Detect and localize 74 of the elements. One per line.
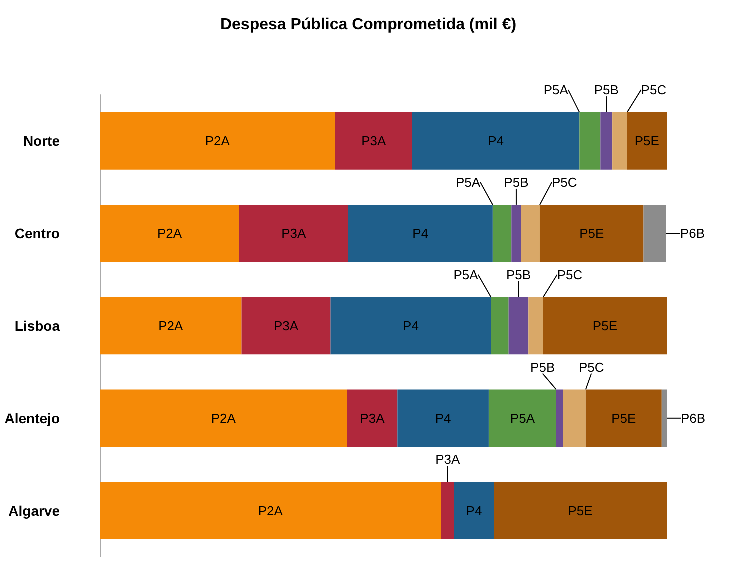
text: P5B bbox=[504, 174, 529, 190]
bar bbox=[100, 297, 242, 355]
bar bbox=[528, 297, 544, 355]
bar bbox=[100, 204, 240, 262]
series-label: P5A bbox=[454, 267, 479, 282]
bar bbox=[600, 112, 613, 170]
y-tick-label: Lisboa bbox=[14, 318, 60, 334]
bar bbox=[100, 390, 348, 448]
bar bbox=[644, 204, 666, 262]
text: P5B bbox=[506, 267, 532, 282]
text: P2A bbox=[258, 503, 283, 518]
bar bbox=[454, 482, 494, 540]
text: P5C bbox=[552, 174, 578, 190]
bar bbox=[580, 112, 601, 170]
bar bbox=[441, 482, 454, 540]
bar bbox=[543, 297, 667, 355]
series-label: P5C bbox=[578, 360, 604, 375]
series-label: P4 bbox=[466, 503, 482, 518]
chart-title: Despesa Pública Comprometida (mil €) bbox=[220, 16, 517, 34]
text: P5A bbox=[510, 410, 535, 426]
y-tick-label: Alentejo bbox=[4, 410, 60, 426]
bar bbox=[586, 390, 662, 448]
bar bbox=[330, 297, 492, 355]
y-tick-label: Algarve bbox=[8, 502, 60, 519]
bar bbox=[492, 204, 512, 262]
series-label: P2A bbox=[205, 134, 230, 149]
bar bbox=[494, 482, 667, 540]
bar bbox=[563, 390, 586, 448]
text: P4 bbox=[403, 318, 419, 334]
text: P5C bbox=[557, 267, 583, 282]
text: P5E bbox=[592, 318, 618, 334]
y-tick-label: Centro bbox=[14, 226, 60, 242]
bar bbox=[627, 112, 667, 170]
bar bbox=[488, 390, 556, 448]
bar bbox=[662, 390, 667, 448]
bar bbox=[540, 204, 644, 262]
series-label: P3A bbox=[360, 410, 386, 426]
y-tick-label: Norte bbox=[23, 133, 60, 150]
text: P4 bbox=[435, 410, 452, 426]
bar bbox=[612, 112, 628, 170]
text: P4 bbox=[488, 134, 504, 149]
text: P2A bbox=[211, 410, 236, 426]
text: P5E bbox=[612, 410, 636, 426]
text: P5C bbox=[641, 82, 667, 98]
text: P4 bbox=[412, 226, 429, 242]
bar bbox=[512, 204, 522, 262]
text: P3A bbox=[274, 318, 299, 334]
bar bbox=[335, 112, 412, 170]
series-label: P6B bbox=[680, 226, 706, 242]
bar bbox=[412, 112, 580, 170]
bar bbox=[242, 297, 331, 355]
bar bbox=[556, 390, 564, 448]
text: P2A bbox=[158, 318, 184, 334]
bar bbox=[100, 482, 442, 540]
series-label: P5E bbox=[634, 134, 660, 149]
text: P3A bbox=[436, 452, 460, 468]
text: P3A bbox=[282, 226, 306, 242]
text: P3A bbox=[362, 134, 386, 149]
bar bbox=[347, 390, 398, 448]
text: P5A bbox=[456, 174, 481, 190]
bar bbox=[491, 297, 509, 355]
text: P5B bbox=[594, 82, 619, 98]
text: P5E bbox=[568, 503, 593, 518]
text: P6B bbox=[681, 410, 706, 426]
bar bbox=[521, 204, 540, 262]
series-label: P5B bbox=[530, 360, 556, 375]
bar bbox=[239, 204, 348, 262]
bar bbox=[398, 390, 489, 448]
bar bbox=[100, 112, 336, 170]
text: P5A bbox=[544, 82, 568, 98]
text: P5E bbox=[580, 226, 604, 242]
bar bbox=[348, 204, 493, 262]
bar bbox=[508, 297, 529, 355]
text: P2A bbox=[157, 226, 182, 242]
